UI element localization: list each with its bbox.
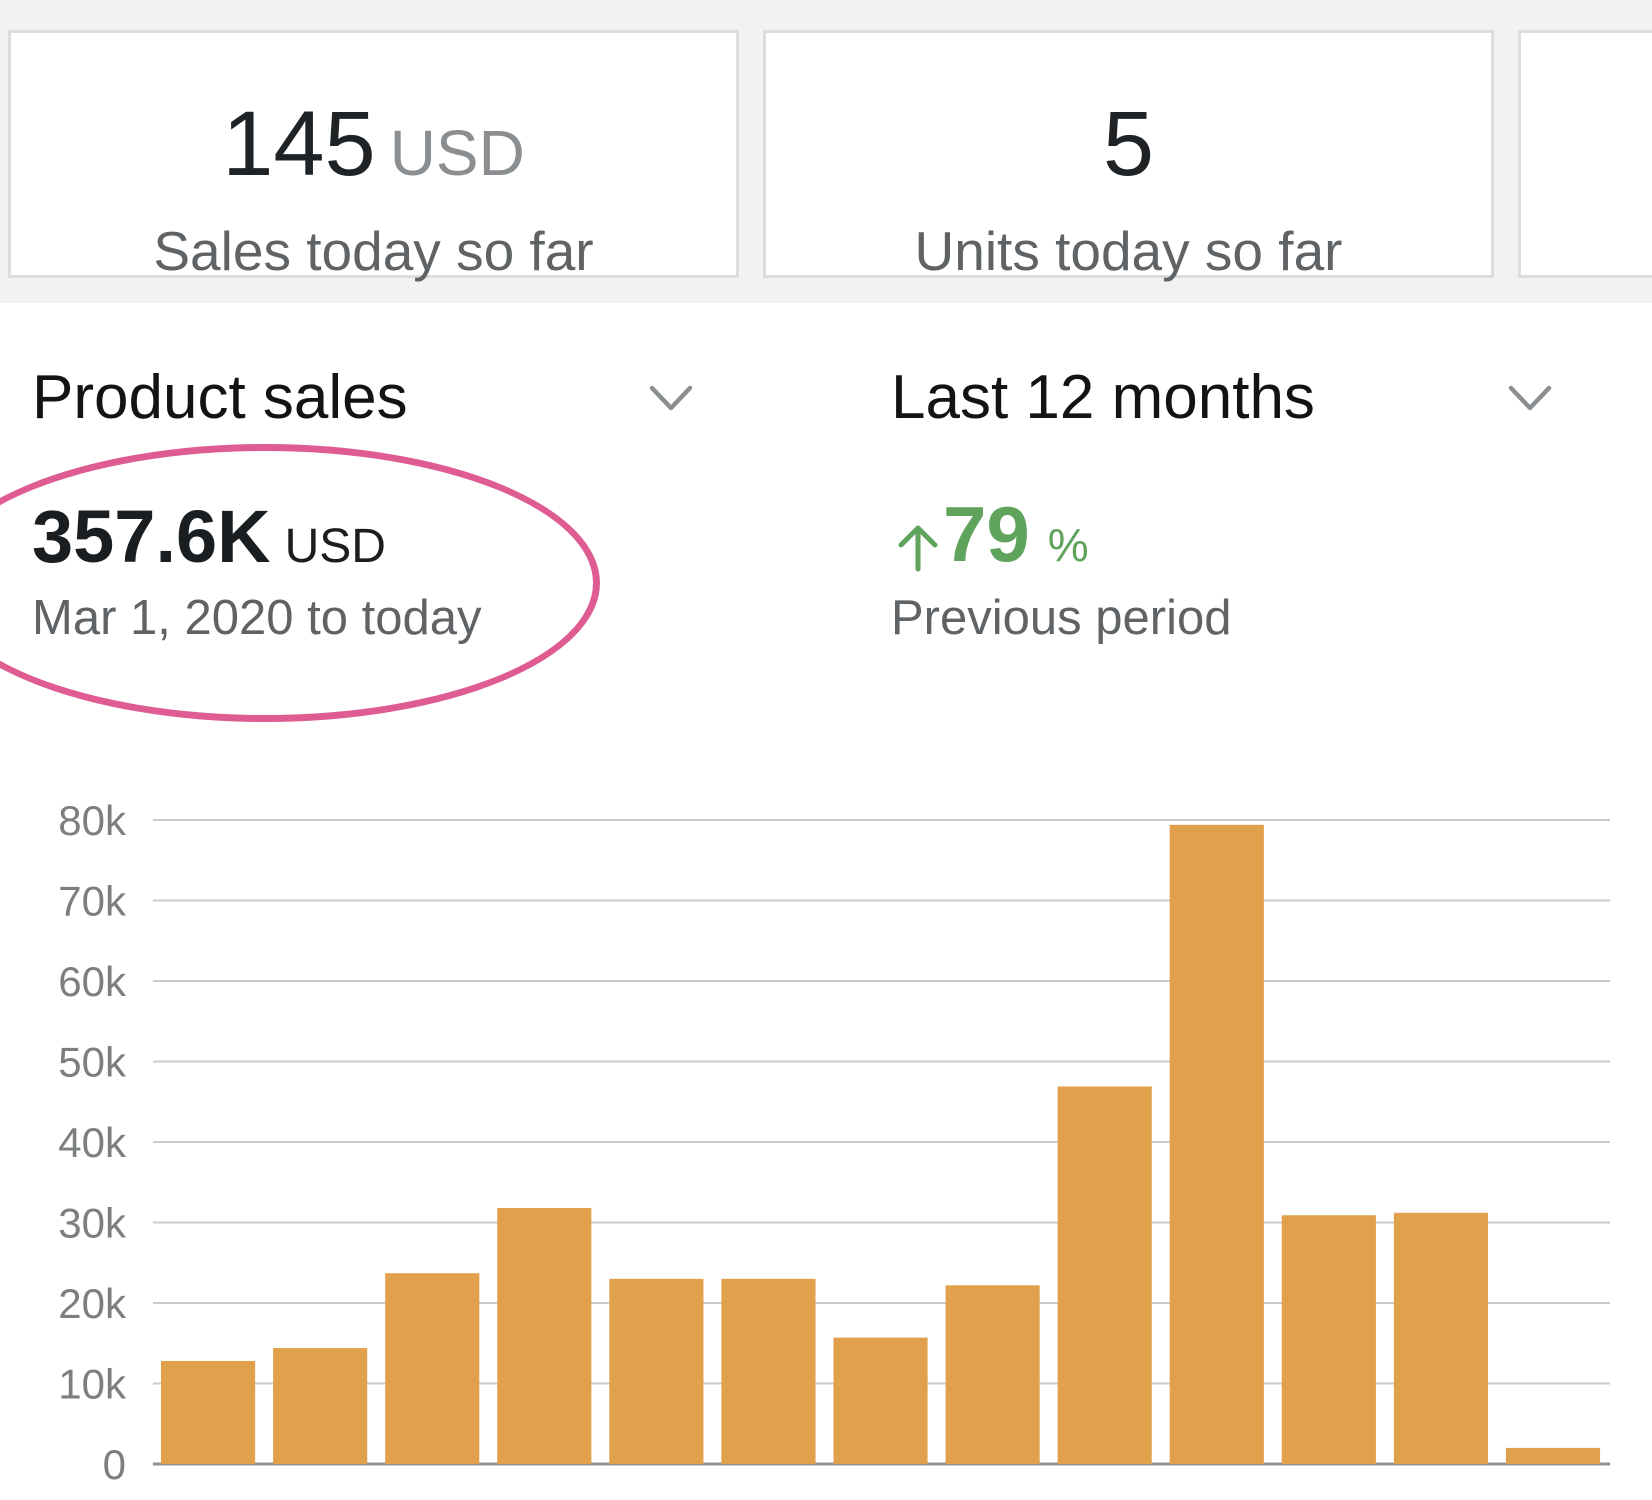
period-dropdown[interactable]: Last 12 months [891,363,1315,432]
y-tick-label: 20k [58,1280,127,1327]
y-tick-label: 10k [58,1361,127,1408]
kpi-card-units-today[interactable]: 5 Units today so far [763,30,1494,282]
comparison-label: Previous period [891,591,1232,645]
y-tick-label: 0 [103,1441,126,1488]
kpi-card-sales-today[interactable]: 145 USD Sales today so far [8,30,739,282]
arrow-up-icon [898,525,938,572]
bar[interactable] [273,1348,368,1464]
y-tick-label: 60k [58,958,127,1005]
kpi-unit: USD [389,117,525,189]
bar[interactable] [385,1273,480,1464]
kpi-value: 5 [1102,93,1155,195]
bar[interactable] [945,1285,1040,1464]
y-tick-label: 40k [58,1119,127,1166]
bar[interactable] [609,1278,704,1464]
y-tick-label: 50k [58,1039,127,1086]
bar-chart: 0 10k 20k 30k 40k 50k 60k 70k 80k [58,797,1610,1488]
bar[interactable] [1393,1212,1488,1464]
bar[interactable] [497,1208,592,1464]
y-tick-label: 30k [58,1200,127,1247]
total-sales-unit: USD [284,520,386,573]
chevron-down-icon[interactable] [1508,383,1552,413]
bar[interactable] [161,1360,256,1464]
metric-dropdown[interactable]: Product sales [32,363,408,432]
kpi-label: Sales today so far [153,220,594,282]
kpi-value: 145 USD [222,93,525,195]
bar[interactable] [1281,1215,1376,1464]
growth-unit: % [1047,519,1089,571]
y-tick-label: 80k [58,797,127,844]
bar[interactable] [833,1337,928,1464]
kpi-label: Units today so far [914,220,1343,282]
chevron-down-icon[interactable] [649,383,693,413]
bar[interactable] [1057,1086,1152,1464]
bar[interactable] [1505,1447,1601,1464]
bar[interactable] [721,1278,816,1464]
growth-indicator: 79% [893,495,1089,573]
date-range-label: Mar 1, 2020 to today [32,591,482,645]
y-tick-label: 70k [58,878,127,925]
bar[interactable] [1169,824,1264,1464]
growth-value: 79 [943,490,1030,578]
kpi-card-partial[interactable] [1518,30,1652,278]
total-sales-value: 357.6K USD [32,495,386,578]
highlight-circle [0,444,600,722]
